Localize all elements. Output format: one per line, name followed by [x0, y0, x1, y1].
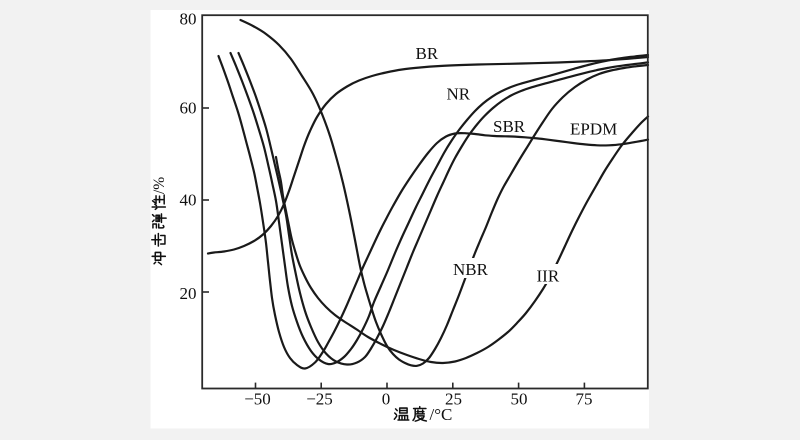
svg-text:60: 60: [180, 99, 197, 118]
svg-text:IIR: IIR: [537, 267, 560, 286]
svg-text:/°C: /°C: [430, 405, 453, 424]
svg-text:EPDM: EPDM: [570, 120, 617, 139]
svg-text:25: 25: [445, 390, 462, 409]
svg-text:SBR: SBR: [493, 117, 526, 136]
svg-text:−50: −50: [244, 390, 271, 409]
svg-text:40: 40: [180, 191, 197, 210]
svg-text:0: 0: [382, 390, 391, 409]
svg-text:/%: /%: [151, 177, 168, 194]
svg-text:−25: −25: [306, 390, 333, 409]
svg-text:20: 20: [180, 284, 197, 303]
svg-text:50: 50: [511, 390, 528, 409]
svg-text:NBR: NBR: [453, 260, 489, 279]
svg-text:NR: NR: [447, 85, 471, 104]
svg-text:BR: BR: [416, 44, 439, 63]
svg-text:75: 75: [576, 390, 593, 409]
svg-text:80: 80: [180, 10, 197, 29]
